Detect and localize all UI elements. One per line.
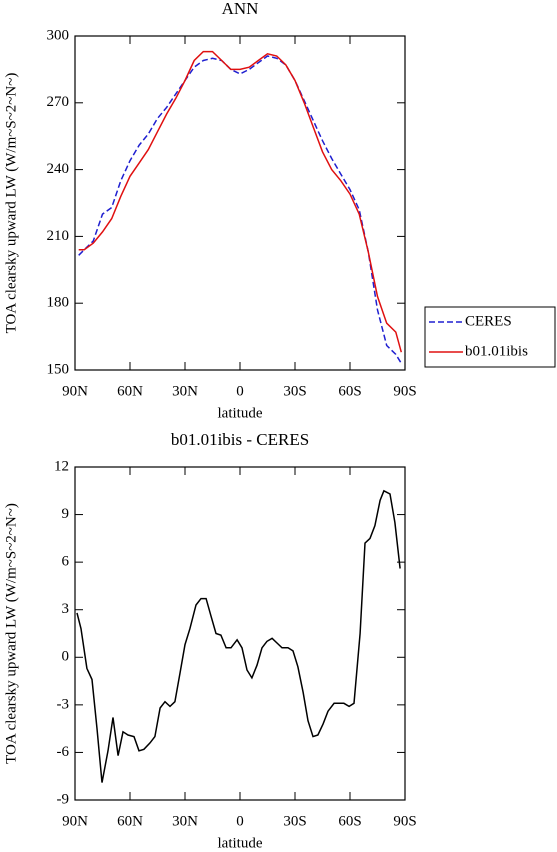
x-tick-label: 30N bbox=[172, 813, 198, 829]
y-tick-label: 210 bbox=[47, 228, 70, 244]
legend-label: CERES bbox=[465, 313, 512, 329]
legend-label: b01.01ibis bbox=[465, 343, 528, 359]
y-tick-label: 0 bbox=[62, 649, 70, 665]
series-line bbox=[78, 55, 402, 364]
x-tick-label: 90S bbox=[393, 383, 416, 399]
x-tick-label: 0 bbox=[236, 383, 244, 399]
x-tick-label: 60S bbox=[338, 813, 361, 829]
x-tick-label: 60N bbox=[117, 383, 143, 399]
y-tick-label: 240 bbox=[47, 161, 70, 177]
x-tick-label: 90N bbox=[62, 813, 88, 829]
x-axis-label: latitude bbox=[218, 835, 263, 851]
x-tick-label: 30N bbox=[172, 383, 198, 399]
y-axis-label: TOA clearsky upward LW (W/m~S~2~N~) bbox=[3, 73, 19, 334]
y-tick-label: 270 bbox=[47, 94, 70, 110]
x-tick-label: 30S bbox=[283, 813, 306, 829]
chart-title: b01.01ibis - CERES bbox=[171, 430, 309, 449]
y-tick-label: 3 bbox=[62, 601, 70, 617]
chart-title: ANN bbox=[222, 0, 259, 18]
y-axis-label: TOA clearsky upward LW (W/m~S~2~N~) bbox=[3, 503, 19, 764]
y-tick-label: -9 bbox=[57, 791, 70, 807]
x-tick-label: 0 bbox=[236, 813, 244, 829]
x-tick-label: 90N bbox=[62, 383, 88, 399]
y-tick-label: 150 bbox=[47, 361, 70, 377]
plot-frame bbox=[74, 466, 406, 801]
y-tick-label: 180 bbox=[47, 295, 70, 311]
x-tick-label: 90S bbox=[393, 813, 416, 829]
x-axis-label: latitude bbox=[218, 405, 263, 421]
y-tick-label: -6 bbox=[57, 744, 70, 760]
plot-frame bbox=[74, 35, 406, 371]
x-tick-label: 30S bbox=[283, 383, 306, 399]
y-tick-label: 9 bbox=[62, 506, 70, 522]
y-tick-label: 300 bbox=[47, 27, 70, 43]
x-tick-label: 60N bbox=[117, 813, 143, 829]
y-tick-label: 12 bbox=[54, 458, 69, 474]
series-line bbox=[78, 50, 403, 353]
y-tick-label: 6 bbox=[62, 554, 70, 570]
y-tick-label: -3 bbox=[57, 696, 70, 712]
series-line bbox=[76, 489, 401, 783]
legend-box bbox=[424, 306, 556, 368]
x-tick-label: 60S bbox=[338, 383, 361, 399]
